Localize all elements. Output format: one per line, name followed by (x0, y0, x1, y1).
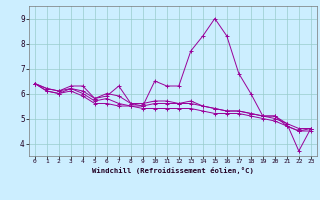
X-axis label: Windchill (Refroidissement éolien,°C): Windchill (Refroidissement éolien,°C) (92, 167, 254, 174)
